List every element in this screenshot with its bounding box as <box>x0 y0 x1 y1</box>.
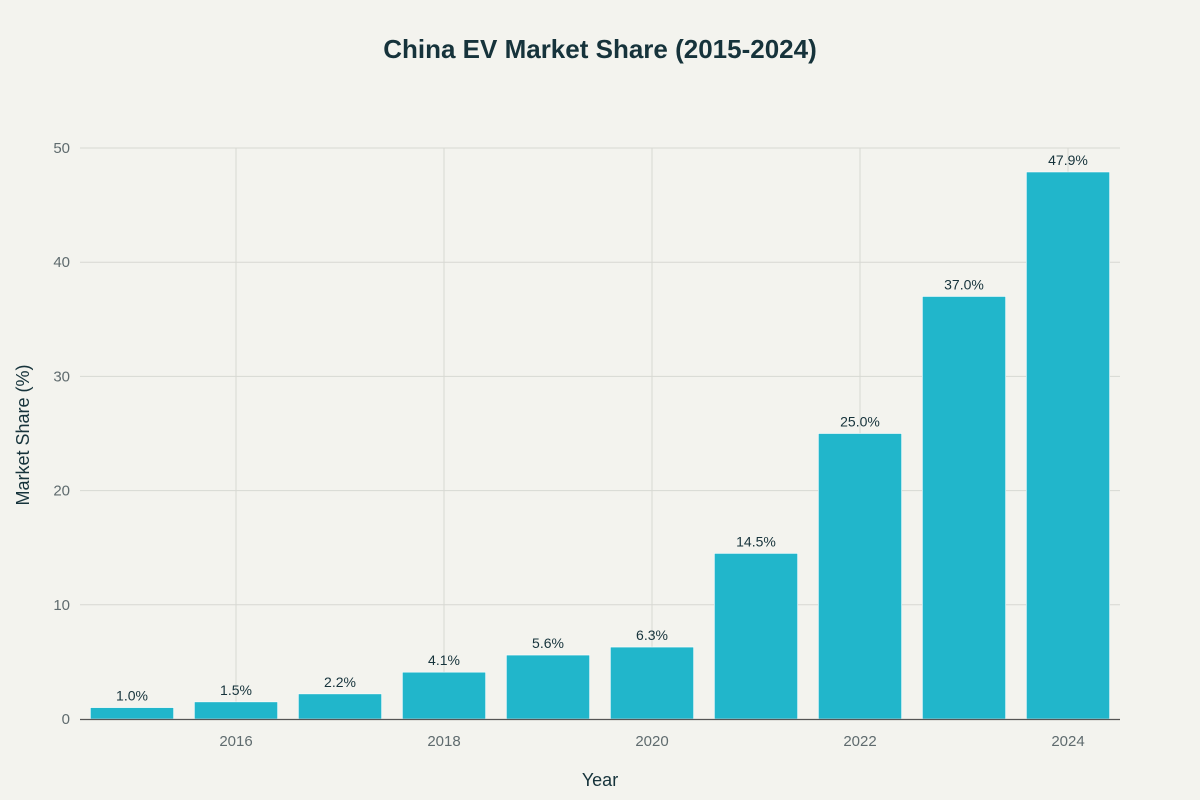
data-label-2018: 4.1% <box>428 652 460 668</box>
bar-2018[interactable] <box>402 671 486 720</box>
bar-2020[interactable] <box>610 646 694 720</box>
data-label-2022: 25.0% <box>840 414 880 430</box>
bar-2015[interactable] <box>90 707 174 720</box>
x-axis-ticks: 2016 2018 2020 2022 2024 <box>219 733 1084 750</box>
bar-2017[interactable] <box>298 693 382 720</box>
x-tick-label: 2018 <box>427 733 460 750</box>
data-label-2015: 1.0% <box>116 688 148 704</box>
x-tick-label: 2024 <box>1051 733 1084 750</box>
data-label-2019: 5.6% <box>532 635 564 651</box>
bar-2022[interactable] <box>818 433 902 720</box>
x-axis-title: Year <box>582 770 618 790</box>
data-label-2020: 6.3% <box>636 627 668 643</box>
bars <box>90 171 1110 720</box>
y-tick-label: 50 <box>53 140 70 157</box>
data-label-2016: 1.5% <box>220 682 252 698</box>
data-label-2024: 47.9% <box>1048 152 1088 168</box>
bar-2021[interactable] <box>714 553 798 720</box>
bar-2024[interactable] <box>1026 171 1110 720</box>
bar-2016[interactable] <box>194 701 278 720</box>
y-tick-label: 10 <box>53 597 70 614</box>
y-axis-ticks: 0 10 20 30 40 50 <box>53 140 70 728</box>
bar-2019[interactable] <box>506 654 590 720</box>
x-tick-label: 2020 <box>635 733 668 750</box>
x-tick-label: 2016 <box>219 733 252 750</box>
x-tick-label: 2022 <box>843 733 876 750</box>
y-tick-label: 30 <box>53 368 70 385</box>
y-tick-label: 0 <box>62 711 70 728</box>
data-label-2023: 37.0% <box>944 276 984 292</box>
data-label-2017: 2.2% <box>324 674 356 690</box>
y-tick-label: 40 <box>53 254 70 271</box>
y-axis-title: Market Share (%) <box>13 364 33 505</box>
data-label-2021: 14.5% <box>736 533 776 549</box>
data-labels: 1.0% 1.5% 2.2% 4.1% 5.6% 6.3% 14.5% 25.0% 37.0% 4… <box>116 152 1088 704</box>
chart-title: China EV Market Share (2015-2024) <box>383 34 817 64</box>
bar-2023[interactable] <box>922 296 1006 720</box>
y-tick-label: 20 <box>53 483 70 500</box>
